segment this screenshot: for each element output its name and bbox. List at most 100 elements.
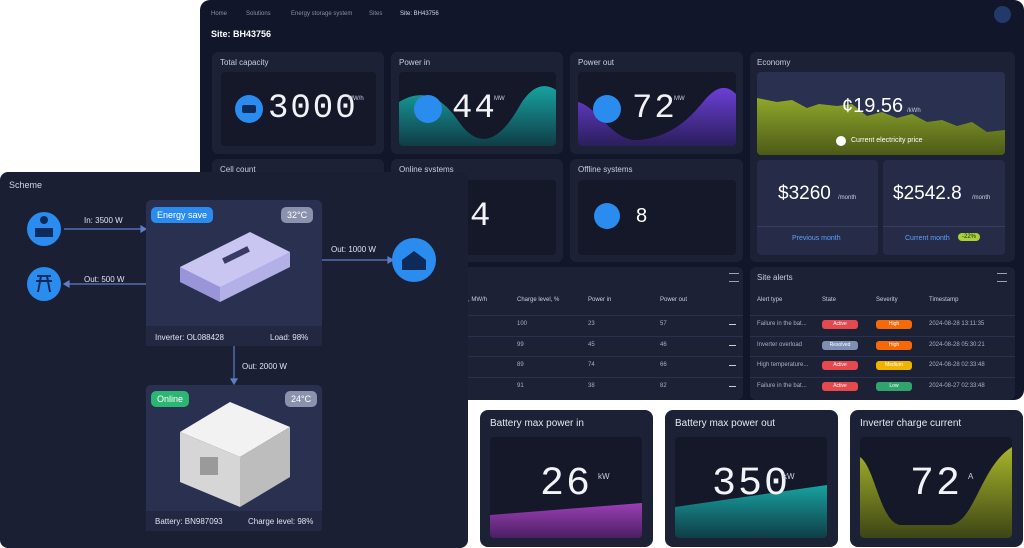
kpi-unit: kW (598, 472, 610, 481)
card-label: Power in (399, 58, 431, 67)
severity-badge: Low (876, 382, 912, 392)
column-header: Charge level, % (517, 297, 560, 303)
cell: 74 (588, 362, 595, 369)
timestamp: 2024-08-28 05:30:21 (929, 341, 985, 348)
kpi-inner (860, 437, 1012, 538)
inverter-load: Load: 98% (270, 333, 309, 342)
kpi-unit: kW (783, 472, 795, 481)
battery-charge: Charge level: 98% (248, 517, 314, 526)
offline-icon (594, 203, 620, 229)
card-label: Total capacity (220, 58, 269, 67)
cell: 46 (660, 341, 667, 348)
row-divider (460, 315, 743, 316)
state-badge: Active (822, 361, 858, 371)
breadcrumb-item[interactable]: Energy storage system (291, 11, 353, 17)
kpi-unit: A (968, 472, 974, 481)
unit: /month (972, 195, 991, 201)
cell: 100 (517, 321, 528, 327)
inverter-id: Inverter: OL088428 (155, 333, 224, 342)
cell: 66 (660, 362, 667, 369)
flow-label: In: 3500 W (84, 216, 123, 225)
divider (757, 226, 878, 227)
column-header: Power out (660, 297, 688, 303)
kpi-area (860, 447, 1012, 538)
price-value: ¢19.56 (842, 95, 904, 117)
row-divider (750, 335, 1015, 337)
kpi-value: 72 (909, 462, 962, 507)
row-divider (750, 315, 1015, 316)
column-header: , MW/h (468, 297, 487, 303)
scheme-lines (27, 200, 436, 531)
table-title: Site alerts (757, 273, 793, 282)
temperature-badge: 24°C (285, 391, 318, 407)
state-badge: Active (822, 320, 858, 329)
price-caption: Current electricity price (851, 137, 923, 144)
breadcrumb-item[interactable]: Solutions (246, 11, 271, 17)
unit: /kWh (907, 108, 921, 114)
timestamp: 2024-08-28 02:33:48 (929, 362, 985, 369)
cell: 91 (517, 383, 524, 390)
filter-button (729, 273, 739, 282)
card-inner (757, 72, 1005, 155)
severity-badge: High (876, 340, 912, 350)
row-link[interactable] (729, 344, 736, 346)
battery-id: Battery: BN987093 (155, 517, 223, 526)
online-value: 4 (470, 198, 493, 236)
cell: 82 (660, 383, 667, 390)
column-header: Severity (876, 297, 898, 303)
timestamp: 2024-08-27 02:33:48 (929, 383, 985, 390)
status-badge: Energy save (151, 207, 214, 223)
change-badge: -22% (958, 233, 981, 241)
scheme-panel: Scheme In: 3500 W Out: 500 W Out: 1000 W… (0, 172, 468, 548)
price-area (757, 98, 1005, 155)
card-label: Online systems (399, 165, 454, 174)
alert-type: High temperature... (757, 362, 809, 369)
sub-card (757, 160, 878, 255)
kpi-label: Battery max power out (675, 418, 776, 429)
severity-badge: High (876, 320, 912, 329)
cell: 89 (517, 362, 524, 369)
alert-type: Failure in the bat... (757, 321, 807, 327)
status-badge: Online (151, 391, 190, 407)
kpi-inner (490, 437, 642, 538)
current-value: $2542.8 (893, 183, 962, 204)
capacity-value: 3000 (268, 90, 358, 128)
price-icon (836, 136, 846, 146)
cell: 45 (588, 341, 595, 348)
unit: MW/h (348, 96, 364, 102)
unit: MW (494, 96, 505, 102)
kpi-label: Inverter charge current (860, 418, 962, 429)
column-header: Timestamp (929, 297, 959, 303)
unit: /month (838, 195, 857, 201)
column-header: Power in (588, 297, 612, 303)
bolt-icon (593, 95, 621, 123)
card-label: Offline systems (578, 165, 633, 174)
user-button[interactable] (994, 6, 1011, 23)
kpi-value: 350 (711, 462, 790, 507)
flow-label: Out: 1000 W (331, 245, 376, 254)
offline-value: 8 (636, 205, 648, 227)
column-header: State (822, 297, 837, 303)
breadcrumb-item[interactable]: Home (211, 11, 228, 17)
card-label: Cell count (220, 165, 256, 174)
cell: 57 (660, 321, 667, 327)
alert-type: Inverter overload (757, 341, 803, 348)
cell: 38 (588, 383, 595, 390)
previous-value: $3260 (778, 183, 831, 204)
state-badge: Active (822, 382, 858, 392)
kpi-area (675, 485, 827, 538)
timestamp: 2024-08-28 13:11:35 (929, 321, 985, 327)
row-link[interactable] (729, 365, 736, 367)
row-divider (460, 335, 743, 337)
state-badge: Resolved (822, 340, 858, 350)
alert-type: Failure in the bat... (757, 383, 807, 390)
row-link[interactable] (729, 386, 736, 388)
breadcrumb-item: Site: BH43756 (400, 11, 439, 17)
kpi-area (490, 503, 642, 538)
power-out-value: 72 (632, 90, 677, 128)
divider (883, 226, 1005, 227)
breadcrumb-item[interactable]: Sites (369, 11, 383, 17)
kpi-value: 26 (539, 462, 592, 507)
row-link[interactable] (729, 324, 736, 325)
